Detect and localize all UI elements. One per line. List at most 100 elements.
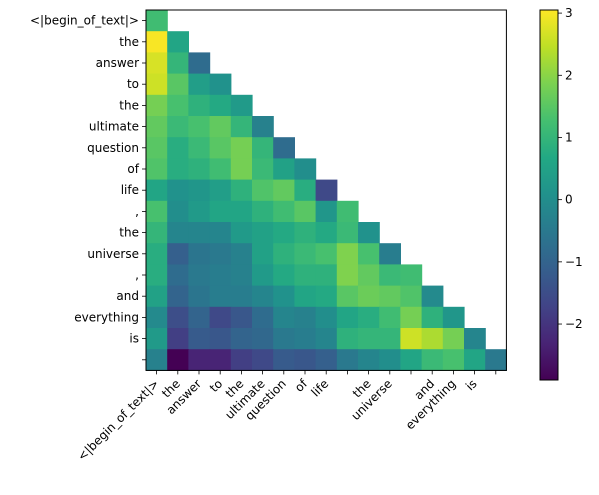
heatmap-cell: [294, 179, 317, 202]
heatmap-cell: [442, 349, 465, 371]
heatmap-cell: [421, 349, 444, 371]
y-tick-label: the: [119, 35, 139, 49]
heatmap-cell: [146, 349, 168, 371]
heatmap-cell: [146, 328, 168, 350]
heatmap-cell: [464, 349, 486, 371]
heatmap-cell: [379, 264, 401, 287]
y-tick-label: ,: [135, 268, 139, 282]
heatmap-cell: [315, 285, 338, 308]
heatmap-cell: [188, 285, 211, 308]
heatmap-cell: [188, 179, 211, 202]
heatmap-cell: [442, 306, 465, 329]
heatmap-cell: [188, 94, 211, 117]
heatmap-cell: [188, 222, 211, 244]
heatmap-cell: [230, 116, 253, 138]
heatmap-cell: [252, 243, 274, 265]
heatmap-cell: [294, 349, 317, 371]
heatmap-cell: [252, 222, 274, 244]
colorbar: [540, 10, 558, 380]
x-tick-label: is: [463, 377, 480, 394]
heatmap-cell: [167, 116, 189, 138]
heatmap-cell: [167, 328, 189, 350]
heatmap-cell: [336, 243, 359, 265]
heatmap-cell: [188, 73, 211, 96]
heatmap-cell: [230, 285, 253, 308]
y-tick-label: and: [116, 289, 139, 303]
heatmap-cell: [230, 306, 253, 329]
heatmap-cell: [188, 328, 211, 350]
y-axis-ticks: <|begin_of_text|>the answer to the ultimate q…: [30, 14, 146, 361]
heatmap-cell: [273, 264, 295, 287]
y-tick-label: to: [127, 77, 139, 91]
heatmap-cell: [273, 306, 295, 329]
heatmap-cell: [294, 243, 317, 265]
heatmap-cell: [336, 264, 359, 287]
heatmap-cell: [273, 243, 295, 265]
heatmap-cell: [485, 349, 507, 371]
x-tick-label: of: [292, 376, 311, 395]
heatmap-cell: [358, 285, 380, 308]
y-tick-label: the: [119, 98, 139, 112]
heatmap-cell: [294, 328, 317, 350]
y-tick-label: life: [121, 183, 139, 197]
heatmap-cell: [209, 285, 232, 308]
heatmap-cell: [252, 285, 274, 308]
heatmap-cell: [294, 222, 317, 244]
y-tick-label: the: [119, 226, 139, 240]
heatmap-cell: [252, 158, 274, 181]
heatmap-cell: [252, 200, 274, 223]
heatmap-cell: [209, 243, 232, 265]
x-tick-label: life: [308, 377, 331, 400]
y-tick-label: universe: [87, 247, 139, 261]
heatmap-cell: [336, 328, 359, 350]
heatmap-cell: [167, 137, 189, 159]
heatmap-cell: [188, 52, 211, 75]
heatmap-cell: [209, 200, 232, 223]
heatmap-cell: [400, 306, 423, 329]
heatmap-cell: [400, 349, 423, 371]
heatmap-cell: [230, 264, 253, 287]
heatmap-cell: [167, 73, 189, 96]
heatmap-cell: [252, 349, 274, 371]
heatmap-cell: [379, 306, 401, 329]
heatmap-cell: [336, 349, 359, 371]
heatmap-cell: [421, 328, 444, 350]
heatmap-cell: [400, 264, 423, 287]
heatmap-cell: [315, 306, 338, 329]
heatmap-cell: [167, 243, 189, 265]
heatmap-cell: [188, 158, 211, 181]
colorbar-tick-label: −1: [565, 255, 583, 269]
heatmap-cell: [209, 264, 232, 287]
heatmap-cell: [273, 222, 295, 244]
heatmap-cell: [379, 285, 401, 308]
heatmap-cell: [209, 328, 232, 350]
colorbar-tick-label: 3: [565, 6, 573, 20]
heatmap-cell: [421, 306, 444, 329]
y-tick-label: of: [127, 162, 139, 176]
heatmap-cell: [442, 328, 465, 350]
colorbar-tick-label: 1: [565, 130, 573, 144]
heatmap-cell: [358, 243, 380, 265]
heatmap-cell: [421, 285, 444, 308]
heatmap-cell: [188, 243, 211, 265]
heatmap-cells: [146, 10, 507, 371]
heatmap-cell: [315, 200, 338, 223]
heatmap-cell: [273, 179, 295, 202]
heatmap-cell: [146, 222, 168, 244]
heatmap-cell: [358, 328, 380, 350]
heatmap-cell: [315, 222, 338, 244]
heatmap-cell: [315, 179, 338, 202]
heatmap-cell: [379, 243, 401, 265]
heatmap-cell: [167, 222, 189, 244]
heatmap-cell: [400, 328, 423, 350]
heatmap-cell: [167, 349, 189, 371]
heatmap-cell: [146, 200, 168, 223]
heatmap-cell: [209, 349, 232, 371]
heatmap-cell: [209, 116, 232, 138]
heatmap-cell: [209, 158, 232, 181]
heatmap-cell: [209, 94, 232, 117]
heatmap-cell: [209, 137, 232, 159]
heatmap-cell: [167, 31, 189, 53]
